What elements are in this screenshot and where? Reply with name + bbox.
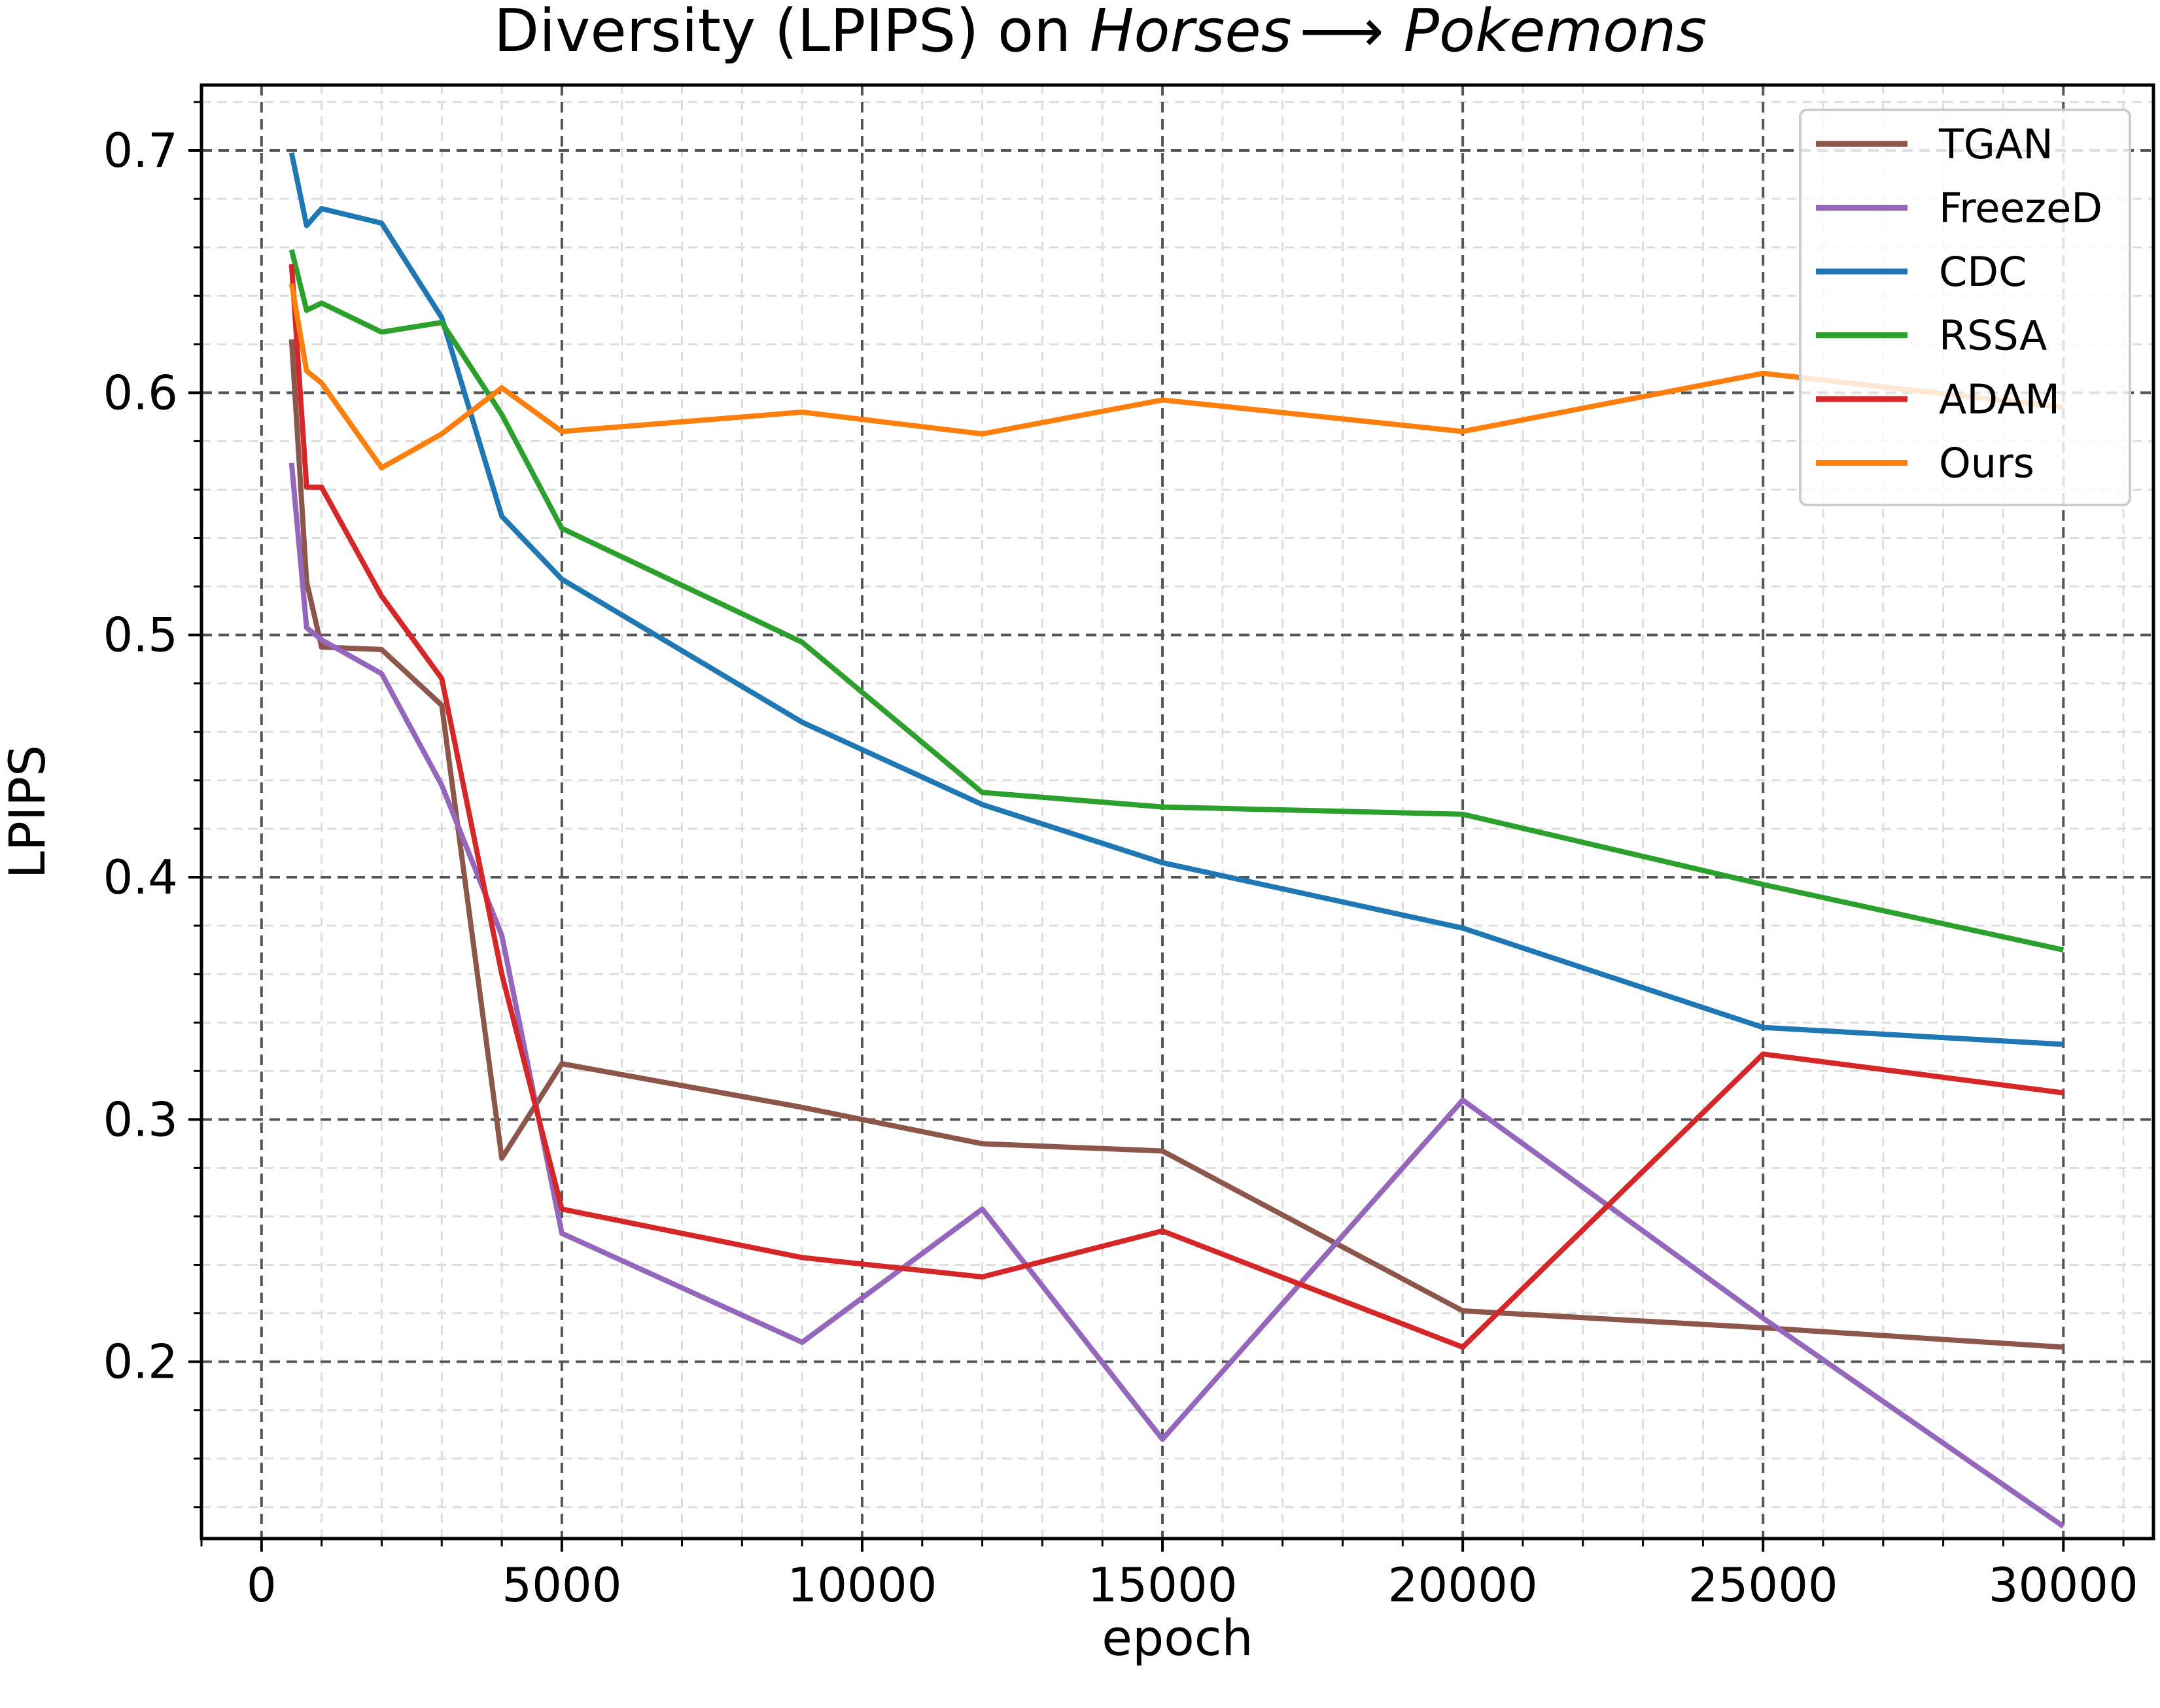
series-line-ours [288,283,2064,471]
legend-label-cdc: CDC [1939,248,2027,296]
x-tick-label: 20000 [1388,1558,1538,1612]
legend-label-tgan: TGAN [1938,120,2053,168]
legend-label-freezed: FreezeD [1939,184,2102,232]
x-tick-label: 15000 [1088,1558,1238,1612]
y-tick-label: 0.6 [103,365,178,420]
series-line-cdc [288,152,2064,1047]
plot-area-frame [200,83,2155,1541]
title-source: Horses [1090,0,1292,65]
y-tick-label: 0.2 [103,1334,178,1389]
series-lines [288,152,2065,1529]
legend-label-ours: Ours [1939,440,2034,487]
axis-ticks [188,101,2125,1552]
series-line-rssa [288,249,2064,953]
x-axis-label: epoch [1102,1609,1253,1667]
series-line-tgan [288,339,2064,1350]
title-prefix: Diversity (LPIPS) on [494,0,1090,65]
y-tick-label: 0.7 [103,123,178,178]
legend: TGAN FreezeD CDC RSSA ADAM Ours [1799,109,2131,506]
series-line-adam [288,264,2064,1350]
title-target: Pokemons [1404,0,1707,65]
title-arrow: ⟶ [1300,0,1384,65]
x-tick-label: 0 [247,1558,277,1612]
x-tick-label: 10000 [787,1558,937,1612]
x-tick-label: 25000 [1688,1558,1838,1612]
legend-label-rssa: RSSA [1939,312,2047,360]
x-tick-label: 5000 [502,1558,621,1612]
chart-title: Diversity (LPIPS) on Horses ⟶ Pokemons [494,0,1707,65]
y-tick-label: 0.3 [103,1092,178,1147]
legend-items: TGAN FreezeD CDC RSSA ADAM Ours [1816,120,2102,487]
legend-label-adam: ADAM [1939,375,2060,423]
y-axis-label: LPIPS [0,745,56,879]
x-tick-label: 30000 [1989,1558,2138,1612]
series-line-freezed [288,462,2065,1529]
y-tick-label: 0.4 [103,850,178,905]
y-axis-tick-labels: 0.2 0.3 0.4 0.5 0.6 0.7 [103,123,178,1389]
y-tick-label: 0.5 [103,608,178,663]
minor-grid [200,85,2153,1539]
x-axis-tick-labels: 0 5000 10000 15000 20000 25000 30000 [247,1558,2138,1612]
